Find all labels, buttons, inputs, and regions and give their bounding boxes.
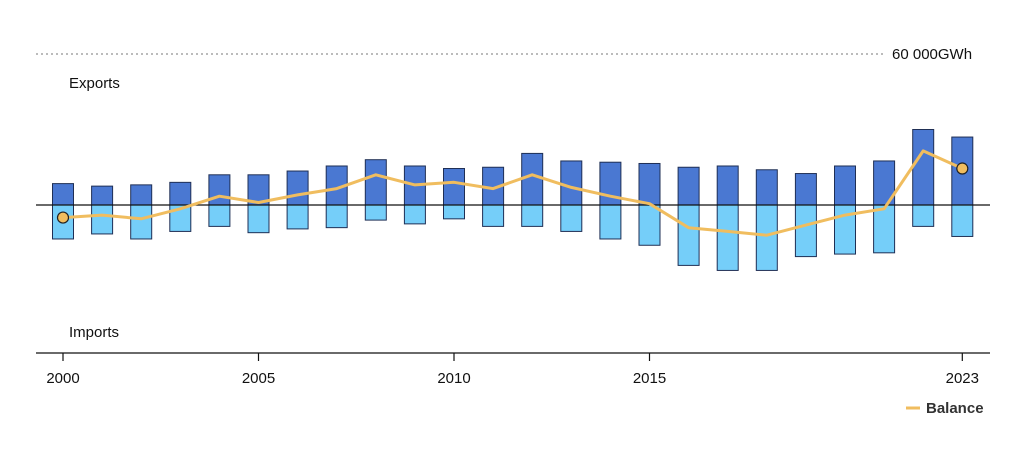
exports-bar-2008 [364,159,387,206]
imports-bar-2012 [521,204,544,227]
exports-bar-2000 [52,183,74,206]
balance-point-2000 [56,211,70,224]
imports-bar-2015 [638,204,661,246]
imports-bar-2017 [716,204,739,271]
legend: Balance [906,400,984,417]
imports-bar-2008 [364,204,387,221]
exports-bar-2012 [521,152,544,206]
exports-bar-2006 [286,170,309,206]
balance-line-group [56,149,969,237]
imports-bar-2014 [599,204,622,240]
tick-label-2010: 2010 [437,370,470,387]
exports-bar-2004 [208,174,231,206]
tick-label-2015: 2015 [633,370,666,387]
imports-bar-2004 [208,204,231,227]
legend-balance-label: Balance [926,400,984,417]
imports-bar-2022 [912,204,935,227]
tick-label-2005: 2005 [242,370,275,387]
reference-line-label: 60 000GWh [892,46,972,63]
tick-label-2023: 2023 [946,370,979,387]
imports-bar-2021 [873,204,896,254]
imports-bar-2002 [130,204,153,240]
imports-bar-2005 [247,204,270,234]
exports-label: Exports [69,75,120,92]
imports-bar-2016 [677,204,700,266]
imports-bar-2019 [794,204,817,258]
balance-point-2023 [956,162,969,175]
exports-bar-2013 [560,160,583,206]
exports-bar-2001 [91,185,114,206]
imports-bar-2011 [482,204,505,227]
exports-bar-2016 [677,166,700,206]
imports-bar-2006 [286,204,309,230]
imports-bar-2013 [560,204,583,232]
exports-bar-2022 [912,129,935,206]
exports-bar-2020 [834,165,856,206]
imports-bar-2010 [443,204,465,220]
exports-bar-2019 [794,173,817,206]
imports-bar-2001 [91,204,114,235]
imports-label: Imports [69,324,119,341]
balance-line [61,149,964,237]
exports-bar-2015 [638,162,661,206]
exports-bar-2002 [130,184,153,206]
bars-group [52,129,974,271]
x-axis-ticks: 2000 2005 2010 2015 2023 [46,353,979,387]
exports-bar-2018 [755,169,778,206]
exports-bar-2003 [169,181,192,206]
imports-bar-2023 [951,204,974,237]
imports-bar-2007 [325,204,348,229]
imports-bar-2020 [834,204,856,255]
tick-label-2000: 2000 [46,370,79,387]
exports-bar-2017 [716,165,739,206]
imports-bar-2018 [755,204,778,271]
exports-bar-2010 [443,168,465,206]
imports-bar-2009 [403,204,426,225]
